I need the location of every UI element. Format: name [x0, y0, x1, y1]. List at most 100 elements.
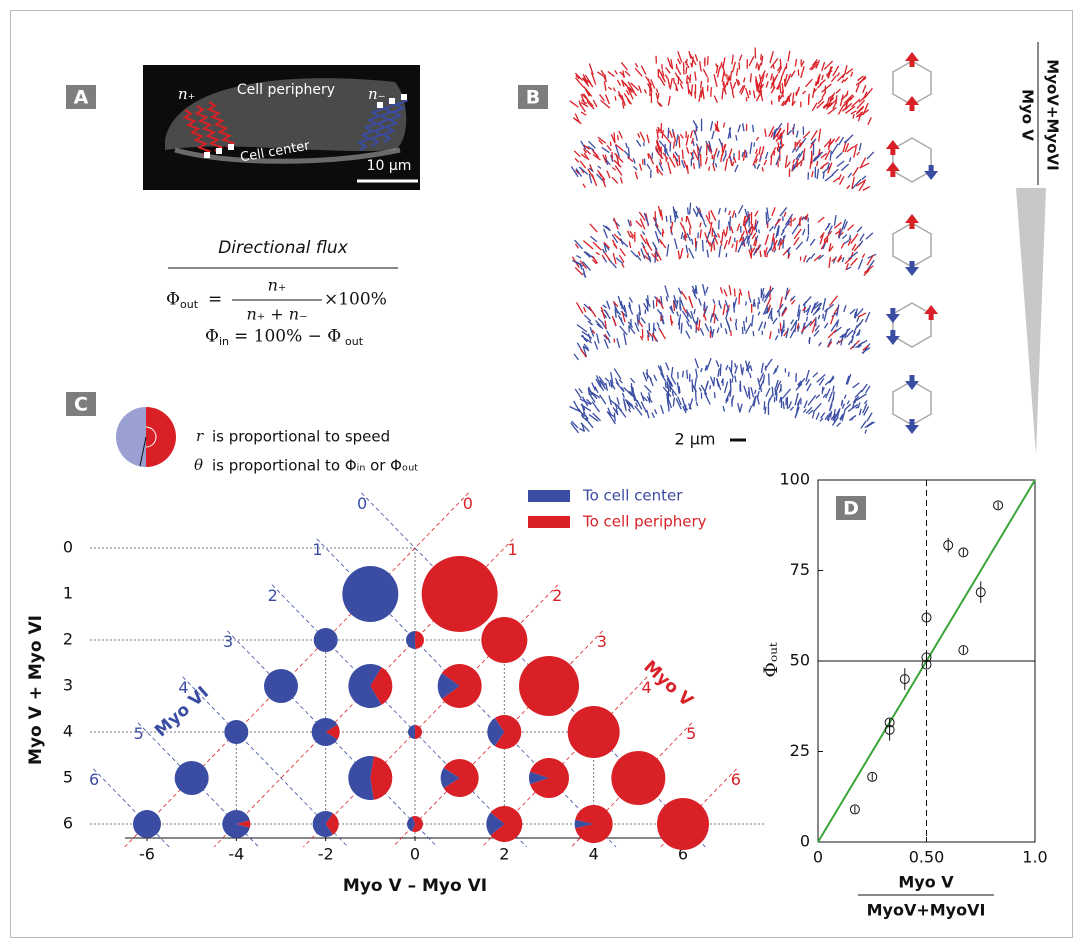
- trajectory: [630, 235, 634, 240]
- trajectory: [755, 136, 760, 141]
- trajectory: [721, 143, 727, 157]
- trajectory: [673, 208, 679, 219]
- trajectory: [675, 134, 679, 147]
- trajectory: [862, 91, 868, 100]
- trajectory: [846, 184, 851, 190]
- trajectory: [687, 311, 693, 319]
- diagonal-label: 4: [178, 678, 188, 697]
- trajectory: [598, 139, 604, 145]
- trajectory: [850, 71, 854, 78]
- trajectory: [672, 131, 677, 143]
- cell-center-glow: [174, 147, 401, 164]
- trajectory: [640, 65, 647, 75]
- trajectory: [686, 232, 692, 242]
- trajectory: [752, 330, 755, 337]
- trajectory: [782, 401, 785, 410]
- trajectory: [693, 129, 697, 136]
- trajectory: [780, 66, 787, 79]
- trajectory: [696, 207, 700, 217]
- trajectory: [674, 83, 679, 92]
- trajectory: [816, 100, 825, 109]
- glyph-out: [325, 724, 340, 740]
- key-r: r: [196, 427, 204, 445]
- glyph: [174, 761, 209, 795]
- trajectory: [595, 320, 604, 330]
- trajectory: [628, 390, 638, 402]
- trajectory: [648, 153, 655, 165]
- trajectory: [792, 217, 797, 222]
- trajectory: [588, 386, 593, 396]
- trajectory: [817, 254, 824, 260]
- trajectory: [857, 312, 867, 318]
- trajectory: [659, 239, 663, 245]
- trajectory: [789, 328, 796, 339]
- trajectory: [640, 317, 646, 324]
- y-tick-label: 75: [790, 560, 810, 579]
- trajectory: [821, 83, 832, 93]
- trajectory: [797, 325, 800, 332]
- trajectory: [751, 232, 757, 240]
- trajectory: [606, 144, 612, 152]
- trajectory: [611, 239, 618, 249]
- trajectory: [735, 240, 738, 253]
- trajectory: [603, 334, 609, 340]
- trajectory: [647, 252, 651, 262]
- glyph-in: [405, 631, 416, 649]
- trajectory: [729, 216, 732, 227]
- diagonal-label: 1: [312, 540, 322, 559]
- trajectory: [850, 336, 855, 344]
- trajectory: [646, 163, 651, 170]
- trajectory: [831, 312, 838, 318]
- key-radius: [139, 436, 147, 467]
- trajectory: [602, 154, 607, 163]
- subscript: out: [180, 298, 199, 311]
- trajectory: [689, 130, 694, 139]
- y-tick-label: 4: [63, 722, 73, 741]
- trajectory: [830, 97, 835, 102]
- trajectory: [688, 50, 692, 59]
- point: [958, 547, 969, 558]
- trajectory: [827, 329, 837, 339]
- trajectory: [795, 86, 801, 97]
- trajectory: [757, 297, 761, 305]
- trajectory: [611, 315, 617, 327]
- trajectory: [816, 168, 820, 180]
- trajectory: [613, 152, 624, 163]
- trajectory: [583, 250, 591, 258]
- trajectory: [809, 61, 818, 71]
- trajectory: [845, 262, 849, 271]
- trajectory: [739, 288, 743, 296]
- trajectory: [786, 246, 792, 253]
- trajectory: [614, 70, 618, 75]
- trajectory: [781, 306, 787, 315]
- endpoint: [401, 94, 407, 100]
- trajectory: [678, 136, 681, 148]
- trajectory: [592, 99, 598, 108]
- trajectory: [694, 71, 697, 81]
- trajectory: [830, 143, 839, 155]
- arrow: [905, 96, 919, 111]
- trajectory: [582, 261, 591, 271]
- trajectory: [723, 289, 728, 297]
- trajectory: [693, 319, 697, 325]
- trajectory: [675, 157, 679, 163]
- trajectory: [767, 307, 773, 319]
- trajectory: [738, 292, 741, 305]
- subscript: in: [219, 335, 229, 348]
- trajectory: [754, 225, 758, 233]
- trajectory: [784, 75, 791, 88]
- trajectory: [643, 302, 649, 312]
- trajectory: [846, 400, 850, 405]
- denominator: n₊ + n₋: [246, 305, 307, 324]
- trajectory: [632, 158, 636, 164]
- trajectory: [843, 239, 850, 245]
- trajectory: [604, 94, 610, 105]
- trajectory: [770, 58, 779, 69]
- trajectory: [729, 225, 734, 234]
- trajectory: [842, 74, 845, 79]
- trajectory: [357, 104, 385, 151]
- trajectory: [770, 86, 776, 94]
- trajectory: [704, 365, 708, 371]
- trajectory: [823, 322, 829, 329]
- trajectory: [603, 241, 610, 249]
